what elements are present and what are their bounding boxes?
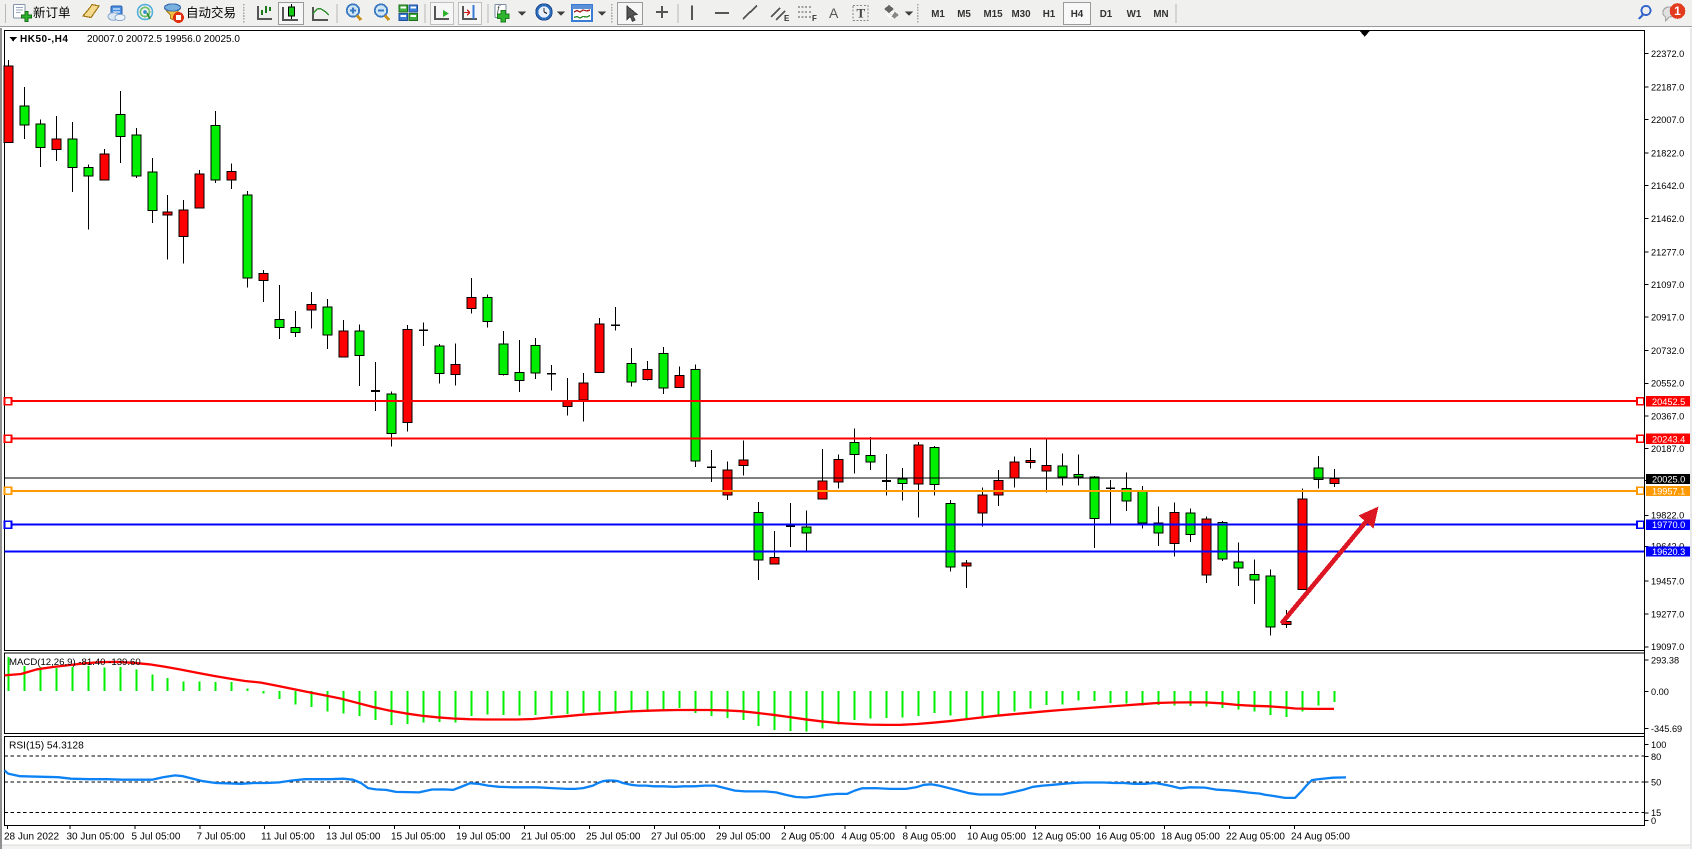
svg-text:20732.0: 20732.0	[1651, 346, 1684, 356]
svg-text:100: 100	[1651, 740, 1666, 750]
svg-text:MN: MN	[1153, 9, 1168, 20]
svg-text:20243.4: 20243.4	[1652, 434, 1685, 444]
svg-text:21822.0: 21822.0	[1651, 149, 1684, 159]
svg-text:16 Aug 05:00: 16 Aug 05:00	[1096, 831, 1155, 842]
svg-text:自动交易: 自动交易	[186, 5, 236, 20]
svg-text:21642.0: 21642.0	[1651, 181, 1684, 191]
svg-text:10 Aug 05:00: 10 Aug 05:00	[967, 831, 1026, 842]
svg-text:22372.0: 22372.0	[1651, 49, 1684, 59]
svg-text:50: 50	[1651, 778, 1661, 788]
svg-text:21097.0: 21097.0	[1651, 280, 1684, 290]
svg-text:19277.0: 19277.0	[1651, 610, 1684, 620]
svg-text:21462.0: 21462.0	[1651, 214, 1684, 224]
svg-text:19457.0: 19457.0	[1651, 577, 1684, 587]
svg-text:0: 0	[1651, 816, 1656, 826]
svg-text:H1: H1	[1043, 9, 1056, 20]
svg-text:80: 80	[1651, 752, 1661, 762]
svg-text:12 Aug 05:00: 12 Aug 05:00	[1032, 831, 1091, 842]
svg-text:30 Jun 05:00: 30 Jun 05:00	[67, 831, 125, 842]
svg-text:28 Jun 2022: 28 Jun 2022	[4, 831, 59, 842]
svg-text:20187.0: 20187.0	[1651, 444, 1684, 454]
svg-text:HK50-,H4: HK50-,H4	[20, 34, 68, 45]
svg-text:W1: W1	[1127, 9, 1142, 20]
svg-text:11 Jul 05:00: 11 Jul 05:00	[261, 831, 315, 842]
svg-text:13 Jul 05:00: 13 Jul 05:00	[326, 831, 381, 842]
svg-text:f: f	[497, 4, 501, 14]
svg-text:20025.0: 20025.0	[1652, 475, 1685, 485]
svg-text:20552.0: 20552.0	[1651, 379, 1684, 389]
svg-text:5 Jul 05:00: 5 Jul 05:00	[132, 831, 181, 842]
svg-text:293.38: 293.38	[1651, 655, 1679, 665]
svg-text:4 Aug 05:00: 4 Aug 05:00	[842, 831, 896, 842]
svg-text:24 Aug 05:00: 24 Aug 05:00	[1291, 831, 1350, 842]
svg-text:19 Jul 05:00: 19 Jul 05:00	[456, 831, 511, 842]
svg-text:21 Jul 05:00: 21 Jul 05:00	[521, 831, 576, 842]
svg-text:27 Jul 05:00: 27 Jul 05:00	[651, 831, 706, 842]
svg-text:E: E	[784, 14, 790, 23]
svg-text:T: T	[857, 6, 866, 21]
svg-text:19822.0: 19822.0	[1651, 511, 1684, 521]
svg-text:F: F	[812, 14, 817, 23]
svg-text:20367.0: 20367.0	[1651, 412, 1684, 422]
svg-text:20917.0: 20917.0	[1651, 313, 1684, 323]
svg-text:22 Aug 05:00: 22 Aug 05:00	[1226, 831, 1285, 842]
svg-text:19770.0: 19770.0	[1652, 520, 1685, 530]
svg-text:M30: M30	[1011, 9, 1031, 20]
svg-text:21277.0: 21277.0	[1651, 247, 1684, 257]
svg-text:0.00: 0.00	[1651, 687, 1669, 697]
svg-text:29 Jul 05:00: 29 Jul 05:00	[716, 831, 771, 842]
svg-text:M1: M1	[931, 9, 945, 20]
svg-text:1: 1	[1674, 4, 1681, 18]
svg-text:A: A	[829, 5, 839, 21]
svg-text:15 Jul 05:00: 15 Jul 05:00	[391, 831, 446, 842]
svg-text:22007.0: 22007.0	[1651, 115, 1684, 125]
svg-text:RSI(15) 54.3128: RSI(15) 54.3128	[9, 741, 84, 752]
svg-text:2 Aug 05:00: 2 Aug 05:00	[781, 831, 835, 842]
svg-text:8 Aug 05:00: 8 Aug 05:00	[903, 831, 957, 842]
svg-text:新订单: 新订单	[33, 5, 71, 20]
svg-text:19957.1: 19957.1	[1652, 486, 1685, 496]
svg-text:7 Jul 05:00: 7 Jul 05:00	[197, 831, 246, 842]
svg-text:18 Aug 05:00: 18 Aug 05:00	[1161, 831, 1220, 842]
svg-text:20452.5: 20452.5	[1652, 397, 1685, 407]
svg-text:19097.0: 19097.0	[1651, 642, 1684, 652]
svg-text:M15: M15	[983, 9, 1003, 20]
svg-text:15: 15	[1651, 808, 1661, 818]
svg-text:19620.3: 19620.3	[1652, 547, 1685, 557]
svg-text:25 Jul 05:00: 25 Jul 05:00	[586, 831, 641, 842]
svg-text:D1: D1	[1100, 9, 1113, 20]
svg-text:22187.0: 22187.0	[1651, 82, 1684, 92]
svg-text:20007.0 20072.5 19956.0 20025.: 20007.0 20072.5 19956.0 20025.0	[87, 34, 240, 45]
svg-text:M5: M5	[957, 9, 971, 20]
svg-text:H4: H4	[1071, 9, 1084, 20]
svg-text:MACD(12,26,9) -81.40 -139.60: MACD(12,26,9) -81.40 -139.60	[9, 657, 141, 668]
svg-text:-345.69: -345.69	[1651, 724, 1682, 734]
